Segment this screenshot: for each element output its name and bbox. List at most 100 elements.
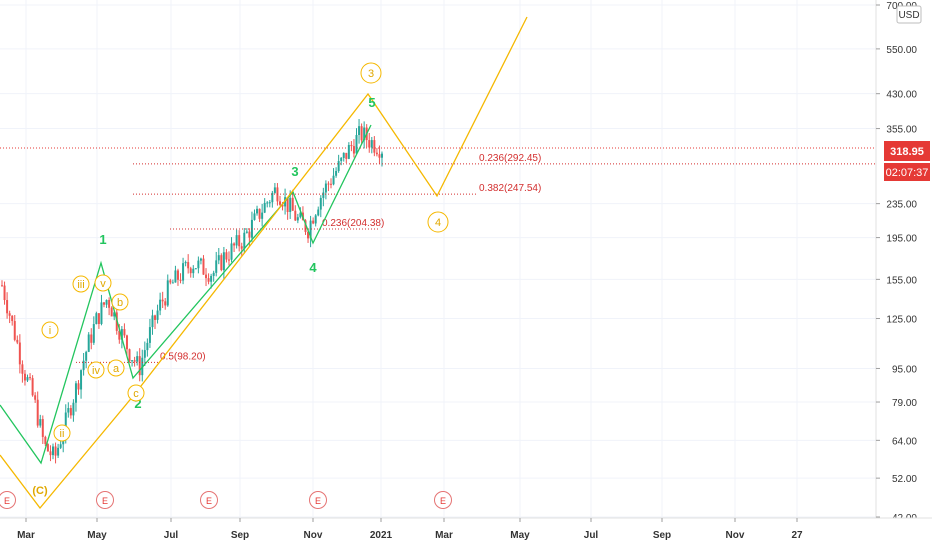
wave-label-green: 3 bbox=[291, 164, 298, 179]
candle-body bbox=[317, 209, 320, 216]
candle-body bbox=[322, 192, 325, 198]
candle-body bbox=[222, 252, 225, 271]
candle-body bbox=[245, 231, 248, 233]
candle-body bbox=[26, 377, 29, 381]
candle-body bbox=[337, 161, 340, 172]
fib-level-label: 0.5(98.20) bbox=[160, 351, 206, 362]
time-axis-label: Jul bbox=[584, 530, 599, 541]
fib-level-label: 0.236(292.45) bbox=[479, 153, 541, 164]
candle-body bbox=[340, 157, 343, 162]
candle-body bbox=[52, 446, 55, 456]
candle-body bbox=[95, 313, 98, 325]
candle-body bbox=[192, 268, 195, 274]
orange-wave-line[interactable] bbox=[0, 16, 528, 510]
current-price-tag: 318.95 02:07:37 bbox=[884, 141, 930, 181]
candle-body bbox=[296, 217, 299, 221]
time-axis-label: Mar bbox=[435, 530, 453, 541]
candle-body bbox=[329, 183, 332, 185]
candle-body bbox=[345, 152, 348, 159]
price-axis-label: 95.00 bbox=[892, 364, 917, 375]
wave-label-circle bbox=[427, 211, 449, 233]
wave-label-orange: c bbox=[133, 388, 139, 400]
candle-body bbox=[304, 220, 307, 232]
earnings-marker-circle[interactable] bbox=[434, 491, 452, 509]
earnings-marker-circle[interactable] bbox=[0, 491, 16, 509]
wave-label-orange: iii bbox=[77, 279, 84, 291]
candle-body bbox=[263, 202, 266, 213]
candle-body bbox=[29, 377, 32, 379]
price-axis-label: 235.00 bbox=[886, 200, 917, 211]
green-wave-line[interactable] bbox=[0, 124, 372, 465]
candle-body bbox=[220, 255, 223, 271]
time-axis-label: 27 bbox=[791, 530, 803, 541]
fib-levels: 0.236(292.45) 0.382(247.54) 0.236(204.38) 0… bbox=[76, 153, 877, 363]
candle-body bbox=[212, 272, 215, 276]
candle-body bbox=[355, 134, 358, 154]
wave-lines bbox=[0, 16, 528, 510]
candle-body bbox=[291, 197, 294, 211]
earnings-marker-label: E bbox=[440, 496, 446, 506]
candle-body bbox=[378, 154, 381, 158]
earnings-marker-circle[interactable] bbox=[96, 491, 114, 509]
time-axis[interactable]: Mar May Jul Sep Nov 2021 Mar May Jul Sep Nov 27 bbox=[0, 517, 932, 550]
candle-body bbox=[352, 146, 355, 154]
candle-body bbox=[197, 260, 200, 269]
candle-body bbox=[179, 279, 182, 281]
candle-body bbox=[21, 364, 24, 374]
earnings-marker-circle[interactable] bbox=[200, 491, 218, 509]
candle-body bbox=[205, 274, 208, 279]
fib-level-label: 0.382(247.54) bbox=[479, 183, 541, 194]
candle-body bbox=[332, 175, 335, 185]
earnings-marker-circle[interactable] bbox=[309, 491, 327, 509]
price-axis-label: 430.00 bbox=[886, 90, 917, 101]
candle-body bbox=[342, 152, 345, 158]
candle-body bbox=[85, 351, 88, 361]
candle-body bbox=[189, 268, 192, 274]
candle-body bbox=[268, 202, 271, 204]
candle-body bbox=[77, 383, 80, 390]
candle-body bbox=[261, 212, 264, 219]
candle-body bbox=[23, 373, 26, 381]
candle-body bbox=[90, 334, 93, 343]
candle-body bbox=[57, 447, 60, 456]
candle-body bbox=[159, 299, 162, 311]
candle-body bbox=[281, 204, 284, 207]
wave-label-orange: (C) bbox=[32, 485, 48, 497]
candle-body bbox=[103, 302, 106, 305]
wave-label-circle bbox=[127, 384, 145, 402]
grid bbox=[0, 0, 884, 518]
candle-body bbox=[266, 202, 269, 204]
fib-level-label: 0.236(204.38) bbox=[322, 218, 384, 229]
candle-body bbox=[74, 383, 77, 403]
candle-body bbox=[34, 395, 37, 400]
currency-badge[interactable]: USD bbox=[896, 5, 922, 24]
candle-body bbox=[210, 275, 213, 282]
candle-body bbox=[136, 356, 139, 362]
candle-body bbox=[182, 263, 185, 281]
candle-body bbox=[227, 259, 230, 261]
wave-label-green: 5 bbox=[368, 95, 375, 110]
time-axis-label: Nov bbox=[726, 530, 745, 541]
wave-label-circle bbox=[53, 424, 71, 442]
price-axis-label: 195.00 bbox=[886, 234, 917, 245]
candle-body bbox=[176, 270, 179, 280]
candle-body bbox=[92, 324, 95, 343]
price-axis[interactable]: 700.00550.00430.00355.00235.00195.00155.… bbox=[875, 0, 932, 524]
candle-body bbox=[278, 201, 281, 205]
wave-label-orange: 3 bbox=[368, 68, 374, 80]
time-axis-label: Jul bbox=[164, 530, 179, 541]
candle-body bbox=[125, 335, 128, 350]
price-axis-label: 155.00 bbox=[886, 275, 917, 286]
candle-body bbox=[233, 243, 236, 246]
earnings-marker-label: E bbox=[4, 496, 10, 506]
price-axis-label: 125.00 bbox=[886, 315, 917, 326]
candle-body bbox=[133, 360, 136, 362]
candle-body bbox=[258, 208, 261, 219]
price-axis-label: 52.00 bbox=[892, 474, 917, 485]
candle-body bbox=[67, 408, 70, 413]
candle-body bbox=[59, 444, 62, 448]
candle-body bbox=[289, 197, 292, 212]
